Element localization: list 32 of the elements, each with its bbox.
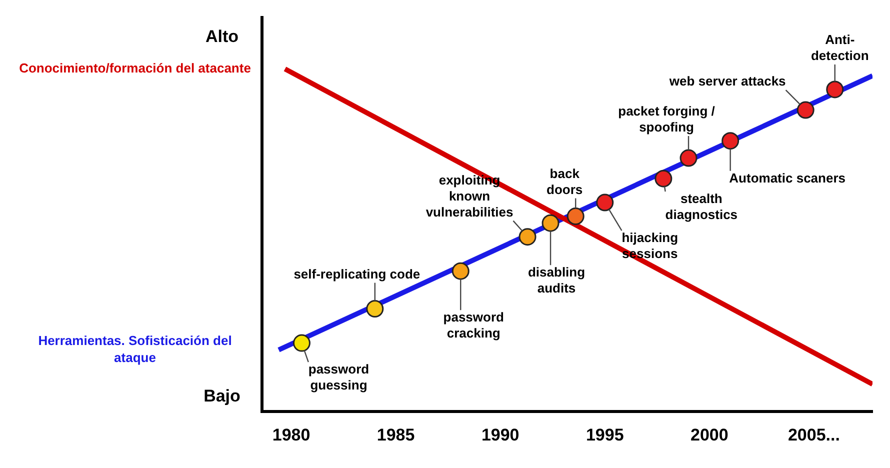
point <box>292 334 310 352</box>
point <box>722 132 740 150</box>
x-tick-label: 2000 <box>690 425 728 444</box>
annotation: Anti-detection <box>810 32 869 64</box>
x-tick-label: 1995 <box>586 425 624 444</box>
text: Conocimiento/formación del atacante <box>19 60 251 76</box>
point <box>518 228 536 246</box>
text: Herramientas. Sofisticación del ataque <box>38 332 232 365</box>
x-tick-label: 1990 <box>481 425 520 444</box>
annotation: self-replicating code <box>294 266 420 282</box>
text: Bajo <box>204 386 240 406</box>
point <box>826 80 844 98</box>
point <box>680 149 698 167</box>
x-tick-label: 2005... <box>788 425 840 444</box>
annotation: web server attacks <box>668 74 786 89</box>
annotation: password cracking <box>443 310 504 341</box>
point <box>596 194 614 212</box>
point <box>366 300 384 318</box>
point <box>796 101 814 119</box>
point <box>452 262 470 280</box>
annotation: Automatic scaners <box>729 170 846 186</box>
x-tick-label: 1985 <box>376 425 415 444</box>
annotation: packet forging / spoofing <box>618 104 716 135</box>
point <box>542 214 560 232</box>
annotation: stealth diagnostics <box>665 191 738 222</box>
annotation: password guessing <box>308 362 370 393</box>
x-tick-label: 1980 <box>272 425 310 444</box>
text: Alto <box>205 27 239 46</box>
point <box>654 170 672 188</box>
annotation: disabling audits <box>528 264 586 296</box>
point <box>566 208 584 226</box>
annotation: back doors <box>546 166 583 197</box>
